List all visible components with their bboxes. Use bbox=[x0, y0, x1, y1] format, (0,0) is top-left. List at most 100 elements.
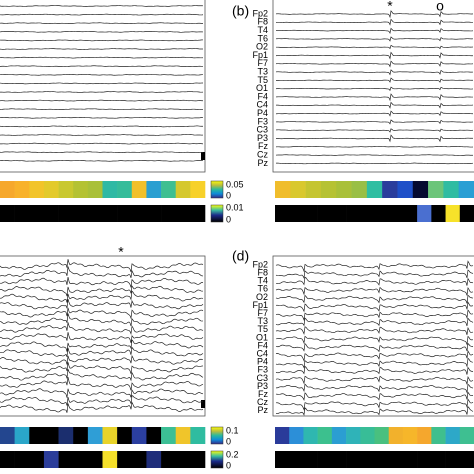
strip-cell bbox=[388, 451, 404, 468]
strip-cell bbox=[275, 181, 291, 198]
eeg-trace bbox=[275, 286, 474, 296]
strip-cell bbox=[43, 181, 59, 198]
eeg-trace bbox=[275, 110, 474, 117]
strip-cell bbox=[58, 205, 74, 222]
marker: * bbox=[118, 244, 124, 260]
channel-label: T5 bbox=[257, 324, 268, 334]
eeg-trace bbox=[0, 108, 204, 111]
strip-cell bbox=[431, 451, 446, 468]
strip-cell bbox=[317, 451, 333, 468]
channel-label: P4 bbox=[257, 357, 268, 367]
strip-cell bbox=[102, 427, 118, 444]
colorbar-tick: 0.01 bbox=[226, 202, 244, 212]
strip-cell bbox=[146, 427, 162, 444]
colorbar-tick: 0.05 bbox=[226, 179, 244, 189]
eeg-trace bbox=[0, 266, 204, 278]
eeg-trace bbox=[275, 260, 474, 273]
eeg-trace bbox=[275, 294, 474, 304]
eeg-trace bbox=[0, 116, 204, 119]
eeg-trace bbox=[0, 56, 204, 59]
panel-d-frame bbox=[272, 255, 474, 417]
strip-cell bbox=[320, 181, 337, 198]
strip-cell bbox=[73, 427, 89, 444]
strip-cell bbox=[275, 205, 290, 222]
eeg-trace bbox=[0, 285, 204, 297]
channel-label: T6 bbox=[257, 284, 268, 294]
channel-label: F4 bbox=[257, 340, 268, 350]
eeg-trace bbox=[0, 298, 204, 310]
strip-cell bbox=[175, 427, 191, 444]
strip-cell bbox=[289, 205, 304, 222]
strip-cell bbox=[87, 205, 103, 222]
strip-cell bbox=[360, 205, 375, 222]
eeg-trace bbox=[0, 91, 204, 93]
channel-label: F3 bbox=[257, 365, 268, 375]
strip-cell bbox=[190, 427, 206, 444]
eeg-trace bbox=[275, 309, 474, 322]
strip-cell bbox=[161, 205, 177, 222]
eeg-trace bbox=[0, 354, 204, 365]
eeg-trace bbox=[275, 134, 474, 143]
strip-cell bbox=[303, 427, 318, 444]
channel-label: Fp1 bbox=[252, 300, 268, 310]
eeg-trace bbox=[275, 154, 474, 156]
strip-cell bbox=[428, 181, 444, 198]
strip-cell bbox=[317, 205, 333, 222]
strip-cell bbox=[102, 205, 118, 222]
strip-cell bbox=[73, 205, 89, 222]
strip-cell bbox=[289, 451, 304, 468]
channel-label: T5 bbox=[257, 75, 268, 85]
eeg-trace bbox=[0, 307, 204, 320]
strip-cell bbox=[0, 181, 15, 198]
channel-label: F8 bbox=[257, 267, 268, 277]
marker: o bbox=[436, 0, 444, 14]
strip-cell bbox=[388, 205, 404, 222]
eeg-trace bbox=[0, 125, 204, 128]
strip-cell bbox=[431, 205, 446, 222]
eeg-trace bbox=[0, 276, 204, 288]
strip-cell bbox=[360, 451, 375, 468]
colorbar bbox=[210, 426, 224, 445]
strip-cell bbox=[331, 451, 347, 468]
strip-cell bbox=[443, 181, 459, 198]
strip-cell bbox=[87, 427, 103, 444]
eeg-trace bbox=[0, 22, 204, 25]
colorbar bbox=[210, 204, 224, 223]
eeg-trace bbox=[0, 99, 204, 102]
channel-label: F4 bbox=[257, 91, 268, 101]
strip-cell bbox=[346, 205, 361, 222]
strip-cell bbox=[102, 451, 118, 468]
colorbar-tick: 0.2 bbox=[226, 449, 239, 459]
channel-label: T3 bbox=[257, 66, 268, 76]
colorbar bbox=[210, 450, 224, 469]
channel-label: T4 bbox=[257, 276, 268, 286]
eeg-trace bbox=[0, 313, 204, 327]
strip-cell bbox=[445, 427, 461, 444]
eeg-trace bbox=[275, 36, 474, 42]
eeg-trace bbox=[0, 259, 204, 272]
channel-label: Fp2 bbox=[252, 8, 268, 18]
strip-cell bbox=[14, 427, 30, 444]
channel-label: Cz bbox=[257, 397, 268, 407]
strip-cell bbox=[0, 451, 15, 468]
eeg-trace bbox=[275, 77, 474, 83]
strip-cell bbox=[131, 451, 147, 468]
eeg-trace bbox=[275, 301, 474, 313]
strip-cell bbox=[402, 205, 418, 222]
strip-cell bbox=[388, 427, 404, 444]
strip-cell bbox=[58, 427, 74, 444]
eeg-trace bbox=[275, 335, 474, 346]
strip-cell bbox=[336, 181, 352, 198]
strip-cell bbox=[131, 427, 147, 444]
eeg-trace bbox=[0, 30, 204, 33]
strip-cell bbox=[397, 181, 414, 198]
channel-label: F7 bbox=[257, 308, 268, 318]
scale-bar bbox=[201, 400, 205, 408]
strip-cell bbox=[445, 451, 461, 468]
eeg-trace bbox=[0, 73, 204, 76]
channel-label: C3 bbox=[256, 125, 268, 135]
strip-cell bbox=[275, 451, 290, 468]
eeg-trace bbox=[275, 44, 474, 50]
eeg-trace bbox=[275, 146, 474, 148]
